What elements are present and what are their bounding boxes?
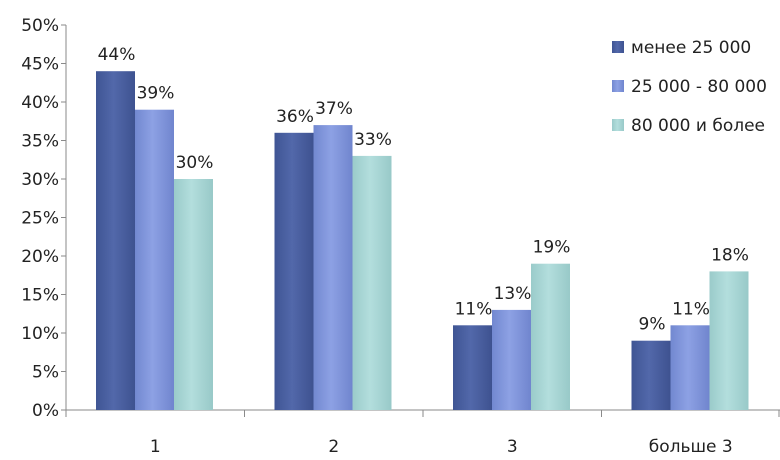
x-tick-label: больше 3 bbox=[649, 437, 733, 457]
data-label: 11% bbox=[455, 299, 493, 319]
bar[interactable] bbox=[135, 109, 174, 410]
y-tick-label: 50% bbox=[21, 16, 59, 36]
data-label: 36% bbox=[276, 107, 314, 127]
legend-label: 25 000 - 80 000 bbox=[631, 77, 767, 97]
legend-label: менее 25 000 bbox=[631, 38, 751, 58]
legend-swatch bbox=[612, 41, 624, 53]
data-label: 30% bbox=[176, 153, 214, 173]
y-tick-label: 40% bbox=[21, 93, 59, 113]
y-tick-label: 0% bbox=[32, 401, 59, 421]
bar[interactable] bbox=[352, 155, 392, 410]
data-label: 44% bbox=[98, 45, 136, 65]
bar[interactable] bbox=[492, 309, 531, 410]
x-tick-label: 1 bbox=[150, 437, 161, 457]
bar[interactable] bbox=[274, 132, 314, 411]
data-label: 18% bbox=[711, 245, 749, 265]
data-label: 13% bbox=[494, 284, 532, 304]
y-tick-label: 15% bbox=[21, 286, 59, 306]
legend-swatch bbox=[612, 80, 624, 92]
bar[interactable] bbox=[709, 271, 749, 410]
data-label: 19% bbox=[533, 238, 571, 258]
bar[interactable] bbox=[670, 325, 710, 410]
y-tick-label: 30% bbox=[21, 170, 59, 190]
legend-swatch bbox=[612, 119, 624, 131]
bar[interactable] bbox=[531, 263, 570, 410]
y-tick-label: 35% bbox=[21, 132, 59, 152]
y-tick-label: 20% bbox=[21, 247, 59, 267]
y-tick-label: 10% bbox=[21, 324, 59, 344]
x-tick-label: 2 bbox=[328, 437, 339, 457]
bar[interactable] bbox=[631, 340, 671, 410]
y-tick-label: 5% bbox=[32, 363, 59, 383]
data-label: 11% bbox=[672, 299, 710, 319]
plot-area: 0% 5% 10% 15% 20% 25% 30% 35% 40% 45% 50% 1 2 3 больше… bbox=[21, 16, 780, 457]
data-label: 39% bbox=[137, 84, 175, 104]
data-label: 33% bbox=[354, 130, 392, 150]
legend-label: 80 000 и более bbox=[631, 116, 765, 136]
legend: менее 25 000 25 000 - 80 000 80 000 и боле… bbox=[612, 38, 767, 136]
bar[interactable] bbox=[174, 179, 213, 410]
bar[interactable] bbox=[313, 125, 353, 410]
bar[interactable] bbox=[453, 325, 492, 410]
data-label: 9% bbox=[639, 315, 666, 335]
data-label: 37% bbox=[315, 99, 353, 119]
x-tick-label: 3 bbox=[507, 437, 518, 457]
bar[interactable] bbox=[96, 71, 135, 410]
y-tick-label: 25% bbox=[21, 209, 59, 229]
y-tick-label: 45% bbox=[21, 55, 59, 75]
